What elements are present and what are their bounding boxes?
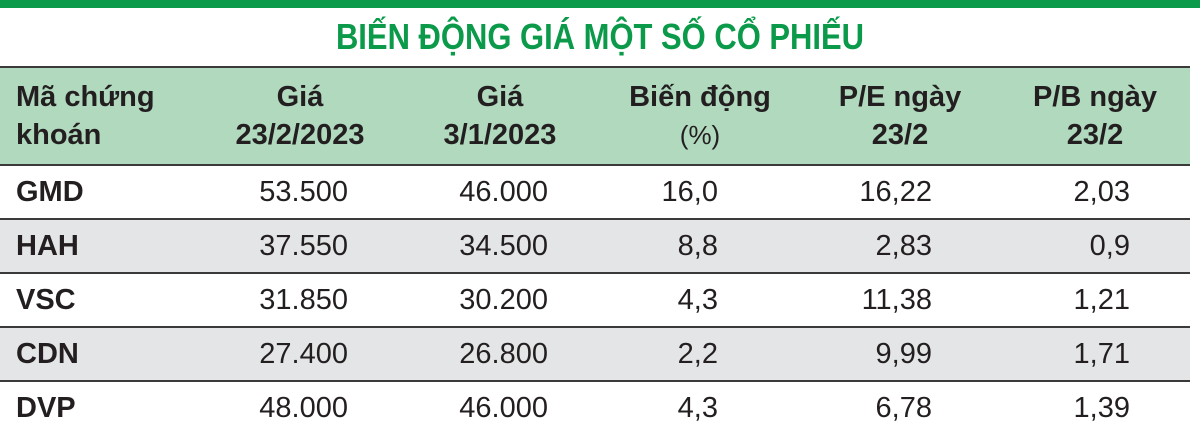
cell-price-jan: 46.000 <box>400 165 600 220</box>
cell-ticker: GMD <box>0 165 200 220</box>
top-accent-bar <box>0 0 1200 8</box>
header-row: Mã chứng khoán Giá 23/2/2023 Giá 3/1/2023 B… <box>0 66 1190 166</box>
table-title: BIẾN ĐỘNG GIÁ MỘT SỐ CỔ PHIẾU <box>335 16 865 57</box>
cell-change-pct: 2,2 <box>600 327 800 382</box>
cell-pe: 9,99 <box>800 327 1000 382</box>
cell-price-feb: 37.550 <box>200 219 400 274</box>
cell-ticker: DVP <box>16 391 76 424</box>
cell-ticker: CDN <box>0 327 200 382</box>
cell-price-jan: 34.500 <box>400 219 600 274</box>
header-ticker: Mã chứng khoán <box>0 66 200 166</box>
table-row: HAH 37.550 34.500 8,8 2,83 0,9 <box>0 219 1190 274</box>
cell-price-jan: 26.800 <box>400 327 600 382</box>
table-row: CDN 27.400 26.800 2,2 9,99 1,71 <box>0 327 1190 382</box>
cell-pb: 0,9 <box>1000 219 1190 274</box>
cell-pe: 16,22 <box>800 165 1000 220</box>
cell-price-feb: 53.500 <box>200 165 400 220</box>
cell-price-feb: 31.850 <box>200 273 400 328</box>
cell-price-jan: 46.000 <box>459 391 548 424</box>
cell-pb: 1,39 <box>1073 391 1130 424</box>
stock-price-table: Mã chứng khoán Giá 23/2/2023 Giá 3/1/2023 B… <box>0 66 1190 434</box>
table-row: VSC 31.850 30.200 4,3 11,38 1,21 <box>0 273 1190 328</box>
cell-pe: 6,78 <box>875 391 932 424</box>
cell-change-pct: 4,3 <box>677 391 718 424</box>
cell-pb: 1,71 <box>1000 327 1190 382</box>
table-row: GMD 53.500 46.000 16,0 16,22 2,03 <box>0 165 1190 220</box>
cell-pe: 11,38 <box>800 273 1000 328</box>
cell-price-feb: 27.400 <box>200 327 400 382</box>
cell-pb: 1,21 <box>1000 273 1190 328</box>
cell-change-pct: 8,8 <box>600 219 800 274</box>
header-pb: P/B ngày 23/2 <box>1000 66 1190 166</box>
table-row: DVP 48.000 46.000 4,3 6,78 1,39 <box>0 381 1190 434</box>
cell-ticker: VSC <box>0 273 200 328</box>
header-price-feb: Giá 23/2/2023 <box>200 66 400 166</box>
header-pe: P/E ngày 23/2 <box>800 66 1000 166</box>
cell-price-feb: 48.000 <box>259 391 348 424</box>
cell-pe: 2,83 <box>800 219 1000 274</box>
header-change: Biến động (%) <box>600 66 800 166</box>
header-price-jan: Giá 3/1/2023 <box>400 66 600 166</box>
cell-ticker: HAH <box>0 219 200 274</box>
cell-price-jan: 30.200 <box>400 273 600 328</box>
cell-change-pct: 16,0 <box>600 165 800 220</box>
cell-pb: 2,03 <box>1000 165 1190 220</box>
cell-change-pct: 4,3 <box>600 273 800 328</box>
